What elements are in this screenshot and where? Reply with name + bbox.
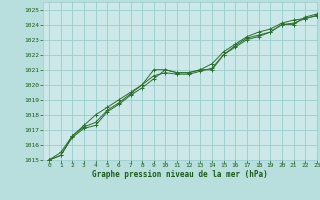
X-axis label: Graphe pression niveau de la mer (hPa): Graphe pression niveau de la mer (hPa) [92,170,268,179]
